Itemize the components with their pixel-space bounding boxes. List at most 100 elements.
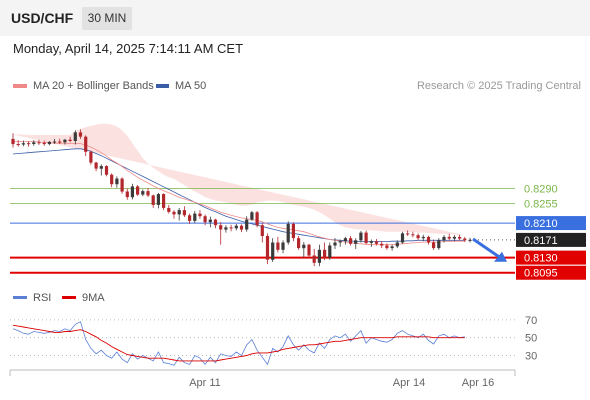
ma50-legend-label: MA 50: [175, 80, 207, 92]
candle-body: [42, 142, 46, 145]
candle-body: [359, 232, 363, 241]
ma50-legend-swatch: [156, 84, 169, 88]
candle-body: [177, 210, 181, 215]
candle-body: [380, 243, 384, 246]
candle-body: [239, 225, 244, 230]
bollinger-band-area: [13, 123, 465, 236]
candle-body: [297, 238, 301, 249]
candle-body: [374, 241, 379, 244]
candle-body: [73, 132, 77, 141]
level-tag-0.8171: [516, 232, 586, 247]
candle-body: [406, 233, 410, 235]
level-label-0.8130: 0.8130: [524, 253, 558, 265]
candle-body: [437, 240, 441, 249]
candle-body: [136, 186, 140, 195]
candle-body: [255, 212, 259, 226]
candle-body: [364, 232, 368, 243]
rsi-ma-line: [12, 324, 465, 362]
candle-body: [213, 219, 218, 226]
candle-body: [156, 194, 160, 205]
level-label-0.8095: 0.8095: [524, 268, 558, 280]
level-label-0.8210: 0.8210: [524, 218, 558, 230]
rsi-tick-50: 50: [525, 333, 537, 345]
candle-body: [63, 139, 67, 143]
timeframe-button[interactable]: 30 MIN: [82, 7, 132, 30]
candle-body: [120, 178, 124, 192]
ma20-line: [12, 141, 465, 246]
candle-body: [32, 142, 36, 144]
candle-body: [328, 245, 332, 258]
candle-body: [68, 139, 72, 141]
copyright-credit: Research © 2025 Trading Central: [416, 80, 581, 92]
candle-body: [234, 225, 238, 229]
candle-body: [395, 242, 399, 247]
candle-body: [416, 235, 420, 239]
candle-body: [146, 191, 150, 196]
candle-body: [21, 143, 25, 145]
candle-body: [78, 132, 83, 137]
candle-body: [463, 238, 467, 241]
candle-body: [151, 195, 155, 205]
candle-body: [208, 219, 212, 223]
candle-body: [182, 210, 186, 216]
ma20-legend-swatch: [13, 84, 27, 88]
rsi-legend-label: RSI: [33, 292, 52, 304]
candle-body: [271, 242, 275, 260]
candle-body: [141, 191, 145, 195]
candle-body: [203, 216, 207, 223]
candle-body: [302, 244, 306, 249]
candle-body: [198, 213, 202, 217]
rsi-tick-70: 70: [525, 315, 537, 327]
candle-body: [27, 143, 31, 145]
candle-body: [11, 138, 15, 145]
candle-body: [188, 215, 192, 221]
candle-body: [312, 255, 316, 263]
candle-body: [37, 142, 41, 144]
candle-body: [130, 186, 134, 198]
forecast-arrow-head: [494, 251, 507, 262]
ma9-legend-label: 9MA: [82, 292, 105, 304]
candle-body: [452, 236, 456, 239]
candle-body: [260, 225, 264, 236]
candle-body: [89, 151, 93, 163]
symbol-title: USD/CHF: [11, 10, 74, 26]
candle-body: [265, 236, 270, 260]
candle-body: [447, 236, 451, 239]
candle-body: [442, 236, 446, 241]
candle-body: [333, 242, 337, 246]
rsi-legend-swatch: [13, 296, 27, 299]
level-label-0.8290: 0.8290: [524, 184, 558, 196]
candle-body: [16, 144, 20, 145]
candle-body: [104, 166, 109, 175]
candle-body: [343, 238, 347, 242]
candle-body: [390, 246, 394, 249]
level-label-0.8171: 0.8171: [524, 235, 558, 247]
candle-body: [286, 223, 290, 243]
candle-body: [317, 249, 321, 263]
candle-body: [224, 227, 228, 230]
candle-body: [421, 236, 425, 239]
candle-body: [94, 162, 98, 169]
candle-body: [99, 166, 103, 169]
candle-body: [349, 238, 353, 244]
candle-body: [468, 239, 472, 241]
candle-body: [276, 242, 280, 250]
rsi-tick-30: 30: [525, 351, 537, 363]
rsi-line: [12, 321, 465, 366]
report-datetime: Monday, April 14, 2025 7:14:11 AM CET: [13, 41, 244, 56]
candle-body: [172, 211, 176, 215]
level-label-0.8255: 0.8255: [524, 199, 558, 211]
candle-body: [229, 227, 233, 229]
candle-body: [411, 234, 415, 236]
candle-body: [58, 141, 62, 143]
candle-body: [193, 213, 197, 221]
ma50-line: [12, 148, 465, 242]
candle-body: [250, 212, 254, 220]
candle-body: [291, 223, 295, 239]
candle-body: [84, 136, 88, 152]
candle-body: [458, 236, 462, 239]
candle-body: [52, 141, 57, 143]
candle-body: [115, 178, 119, 185]
level-tag-0.8210: [516, 216, 586, 231]
